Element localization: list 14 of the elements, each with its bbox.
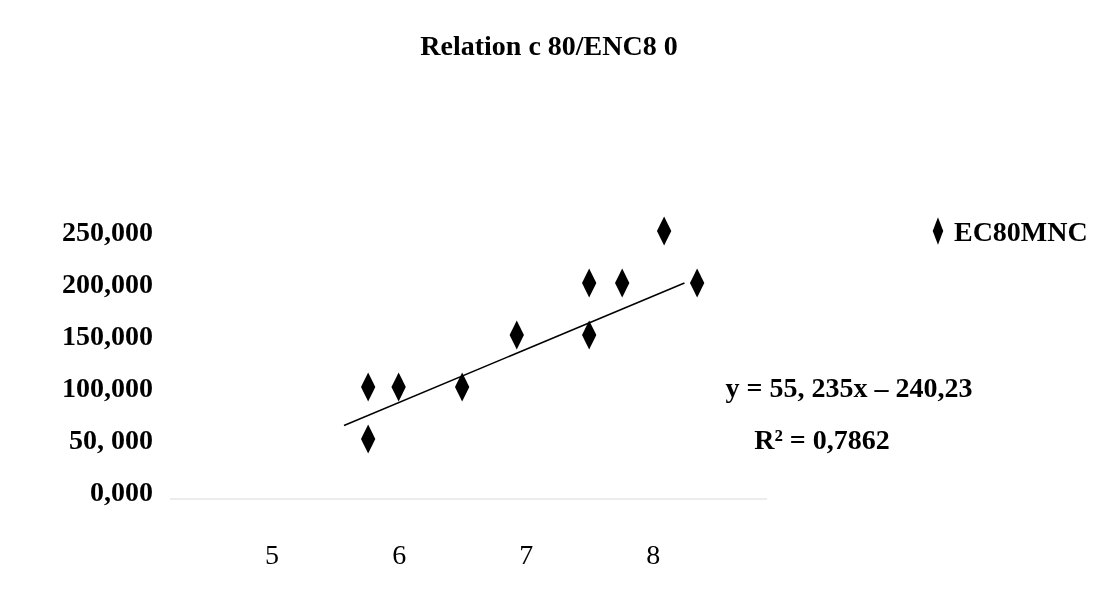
y-tick-label: 50, 000 xyxy=(69,424,153,456)
y-tick-label: 100,000 xyxy=(62,372,153,404)
x-tick-label: 5 xyxy=(265,538,280,570)
chart-title: Relation c 80/ENC8 0 xyxy=(420,30,678,61)
legend-label: EC80MNC xyxy=(953,215,1088,247)
y-tick-label: 150,000 xyxy=(62,320,153,352)
x-tick-label: 7 xyxy=(519,538,534,570)
annotation: R² = 0,7862 xyxy=(754,424,890,455)
y-tick-label: 250,000 xyxy=(62,216,153,248)
x-tick-label: 8 xyxy=(646,538,661,570)
y-tick-label: 0,000 xyxy=(90,476,153,508)
y-tick-label: 200,000 xyxy=(62,268,153,300)
x-tick-label: 6 xyxy=(392,538,407,570)
annotation: y = 55, 235x – 240,23 xyxy=(725,372,973,403)
